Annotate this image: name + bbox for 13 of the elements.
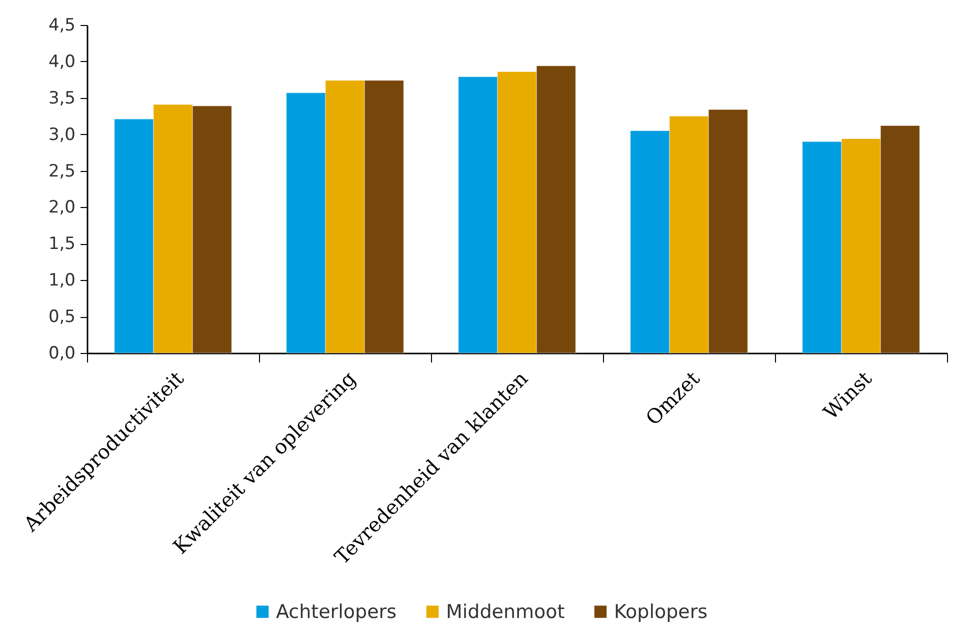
y-tick-label: 3,0 [48, 124, 76, 145]
legend-label: Achterlopers [276, 600, 396, 623]
y-tick-label: 3,5 [48, 88, 76, 108]
y-tick-label: 0,5 [48, 307, 76, 328]
y-tick-label: 4,5 [48, 16, 76, 36]
y-tick-label: 0,0 [48, 344, 76, 364]
y-tick-label: 1,5 [48, 234, 76, 254]
y-tick-label: 1,0 [48, 270, 76, 291]
legend-label: Koplopers [614, 600, 708, 623]
y-tick-label: 4,0 [48, 52, 76, 72]
y-tick-label: 2,5 [48, 161, 76, 182]
legend-label: Middenmoot [446, 600, 565, 623]
y-tick-label: 2,0 [48, 198, 76, 218]
